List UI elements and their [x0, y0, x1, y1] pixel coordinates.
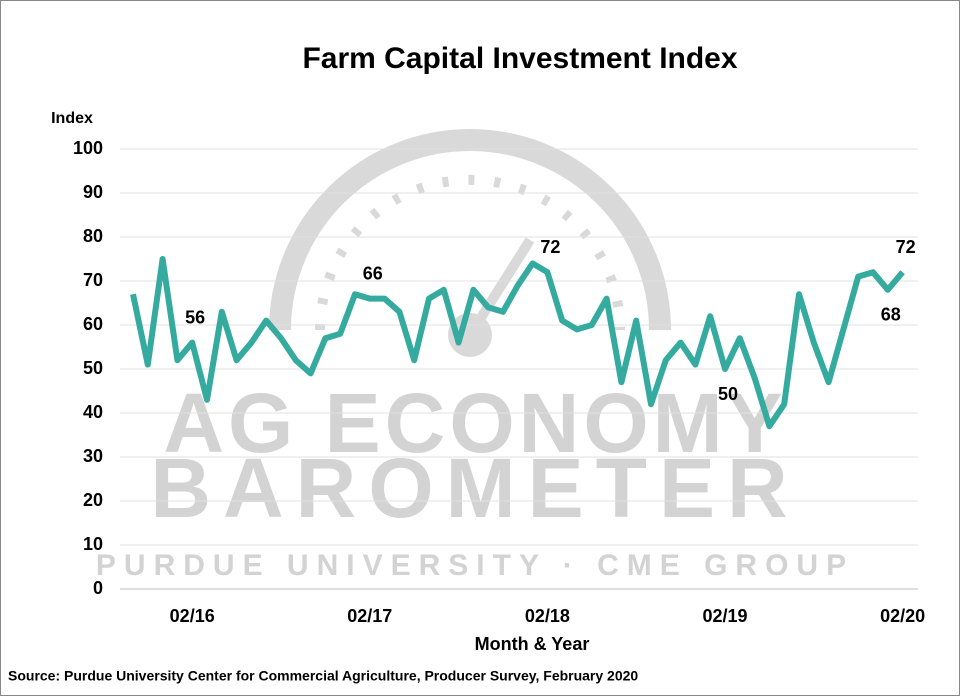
y-tick-label: 20 — [83, 490, 103, 510]
y-tick-label: 90 — [83, 182, 103, 202]
x-tick-label: 02/17 — [347, 606, 392, 626]
chart-title: Farm Capital Investment Index — [302, 42, 737, 75]
data-label: 72 — [540, 237, 560, 257]
y-tick-label: 70 — [83, 270, 103, 290]
data-line — [130, 256, 905, 430]
data-label: 72 — [896, 237, 916, 257]
y-tick-label: 80 — [83, 226, 103, 246]
x-tick-label: 02/20 — [880, 606, 925, 626]
watermark-text: PURDUE UNIVERSITY · CME GROUP — [96, 549, 854, 582]
y-tick-label: 0 — [93, 578, 103, 598]
watermark-text: BAROMETER — [150, 441, 799, 535]
gauge-arc — [269, 129, 671, 331]
data-label: 68 — [881, 305, 901, 325]
data-label: 66 — [363, 263, 383, 283]
data-label: 50 — [718, 384, 738, 404]
source: Source: Purdue University Center for Com… — [8, 668, 638, 684]
gauge-ticks — [315, 175, 625, 331]
y-tick-label: 10 — [83, 534, 103, 554]
data-label: 56 — [185, 307, 205, 327]
x-tick-label: 02/19 — [702, 606, 747, 626]
y-tick-label: 30 — [83, 446, 103, 466]
y-tick-label: 40 — [83, 402, 103, 422]
y-axis-title: Index — [51, 110, 93, 127]
y-tick-label: 50 — [83, 358, 103, 378]
y-tick-label: 60 — [83, 314, 103, 334]
x-tick-label: 02/18 — [525, 606, 570, 626]
x-tick-label: 02/16 — [170, 606, 215, 626]
x-axis-title: Month & Year — [475, 634, 590, 654]
watermark-text: AG ECONOMY — [163, 376, 786, 470]
gauge-needle — [465, 237, 535, 338]
y-tick-label: 100 — [73, 138, 103, 158]
